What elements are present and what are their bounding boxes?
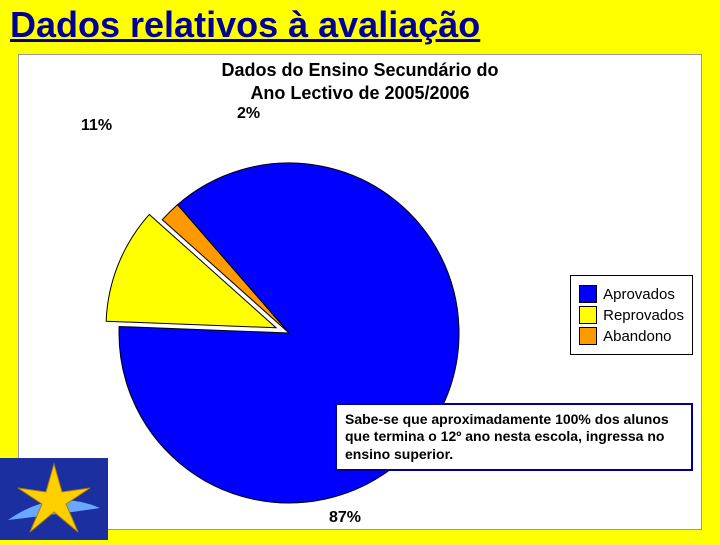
school-logo	[0, 458, 108, 540]
legend-swatch-abandono	[579, 327, 597, 345]
chart-title-line1: Dados do Ensino Secundário do	[221, 60, 498, 80]
legend-label: Aprovados	[603, 286, 675, 303]
data-label-aprovados-bottom: 87%	[329, 509, 361, 527]
note-box: Sabe-se que aproximadamente 100% dos alu…	[335, 403, 693, 472]
legend-label: Abandono	[603, 328, 671, 345]
legend-label: Reprovados	[603, 307, 684, 324]
data-label-abandono: 2%	[237, 105, 260, 123]
pie-chart	[69, 123, 509, 543]
logo-star-icon	[18, 464, 90, 532]
legend-swatch-reprovados	[579, 306, 597, 324]
legend-item: Aprovados	[579, 285, 684, 303]
legend-swatch-aprovados	[579, 285, 597, 303]
legend-item: Reprovados	[579, 306, 684, 324]
chart-container: Dados do Ensino Secundário do Ano Lectiv…	[18, 54, 702, 530]
slide-title: Dados relativos à avaliação	[0, 0, 720, 46]
legend: Aprovados Reprovados Abandono	[570, 275, 693, 355]
chart-title-line2: Ano Lectivo de 2005/2006	[250, 83, 469, 103]
data-label-reprovados: 11%	[81, 117, 112, 135]
chart-title: Dados do Ensino Secundário do Ano Lectiv…	[19, 59, 701, 104]
legend-item: Abandono	[579, 327, 684, 345]
